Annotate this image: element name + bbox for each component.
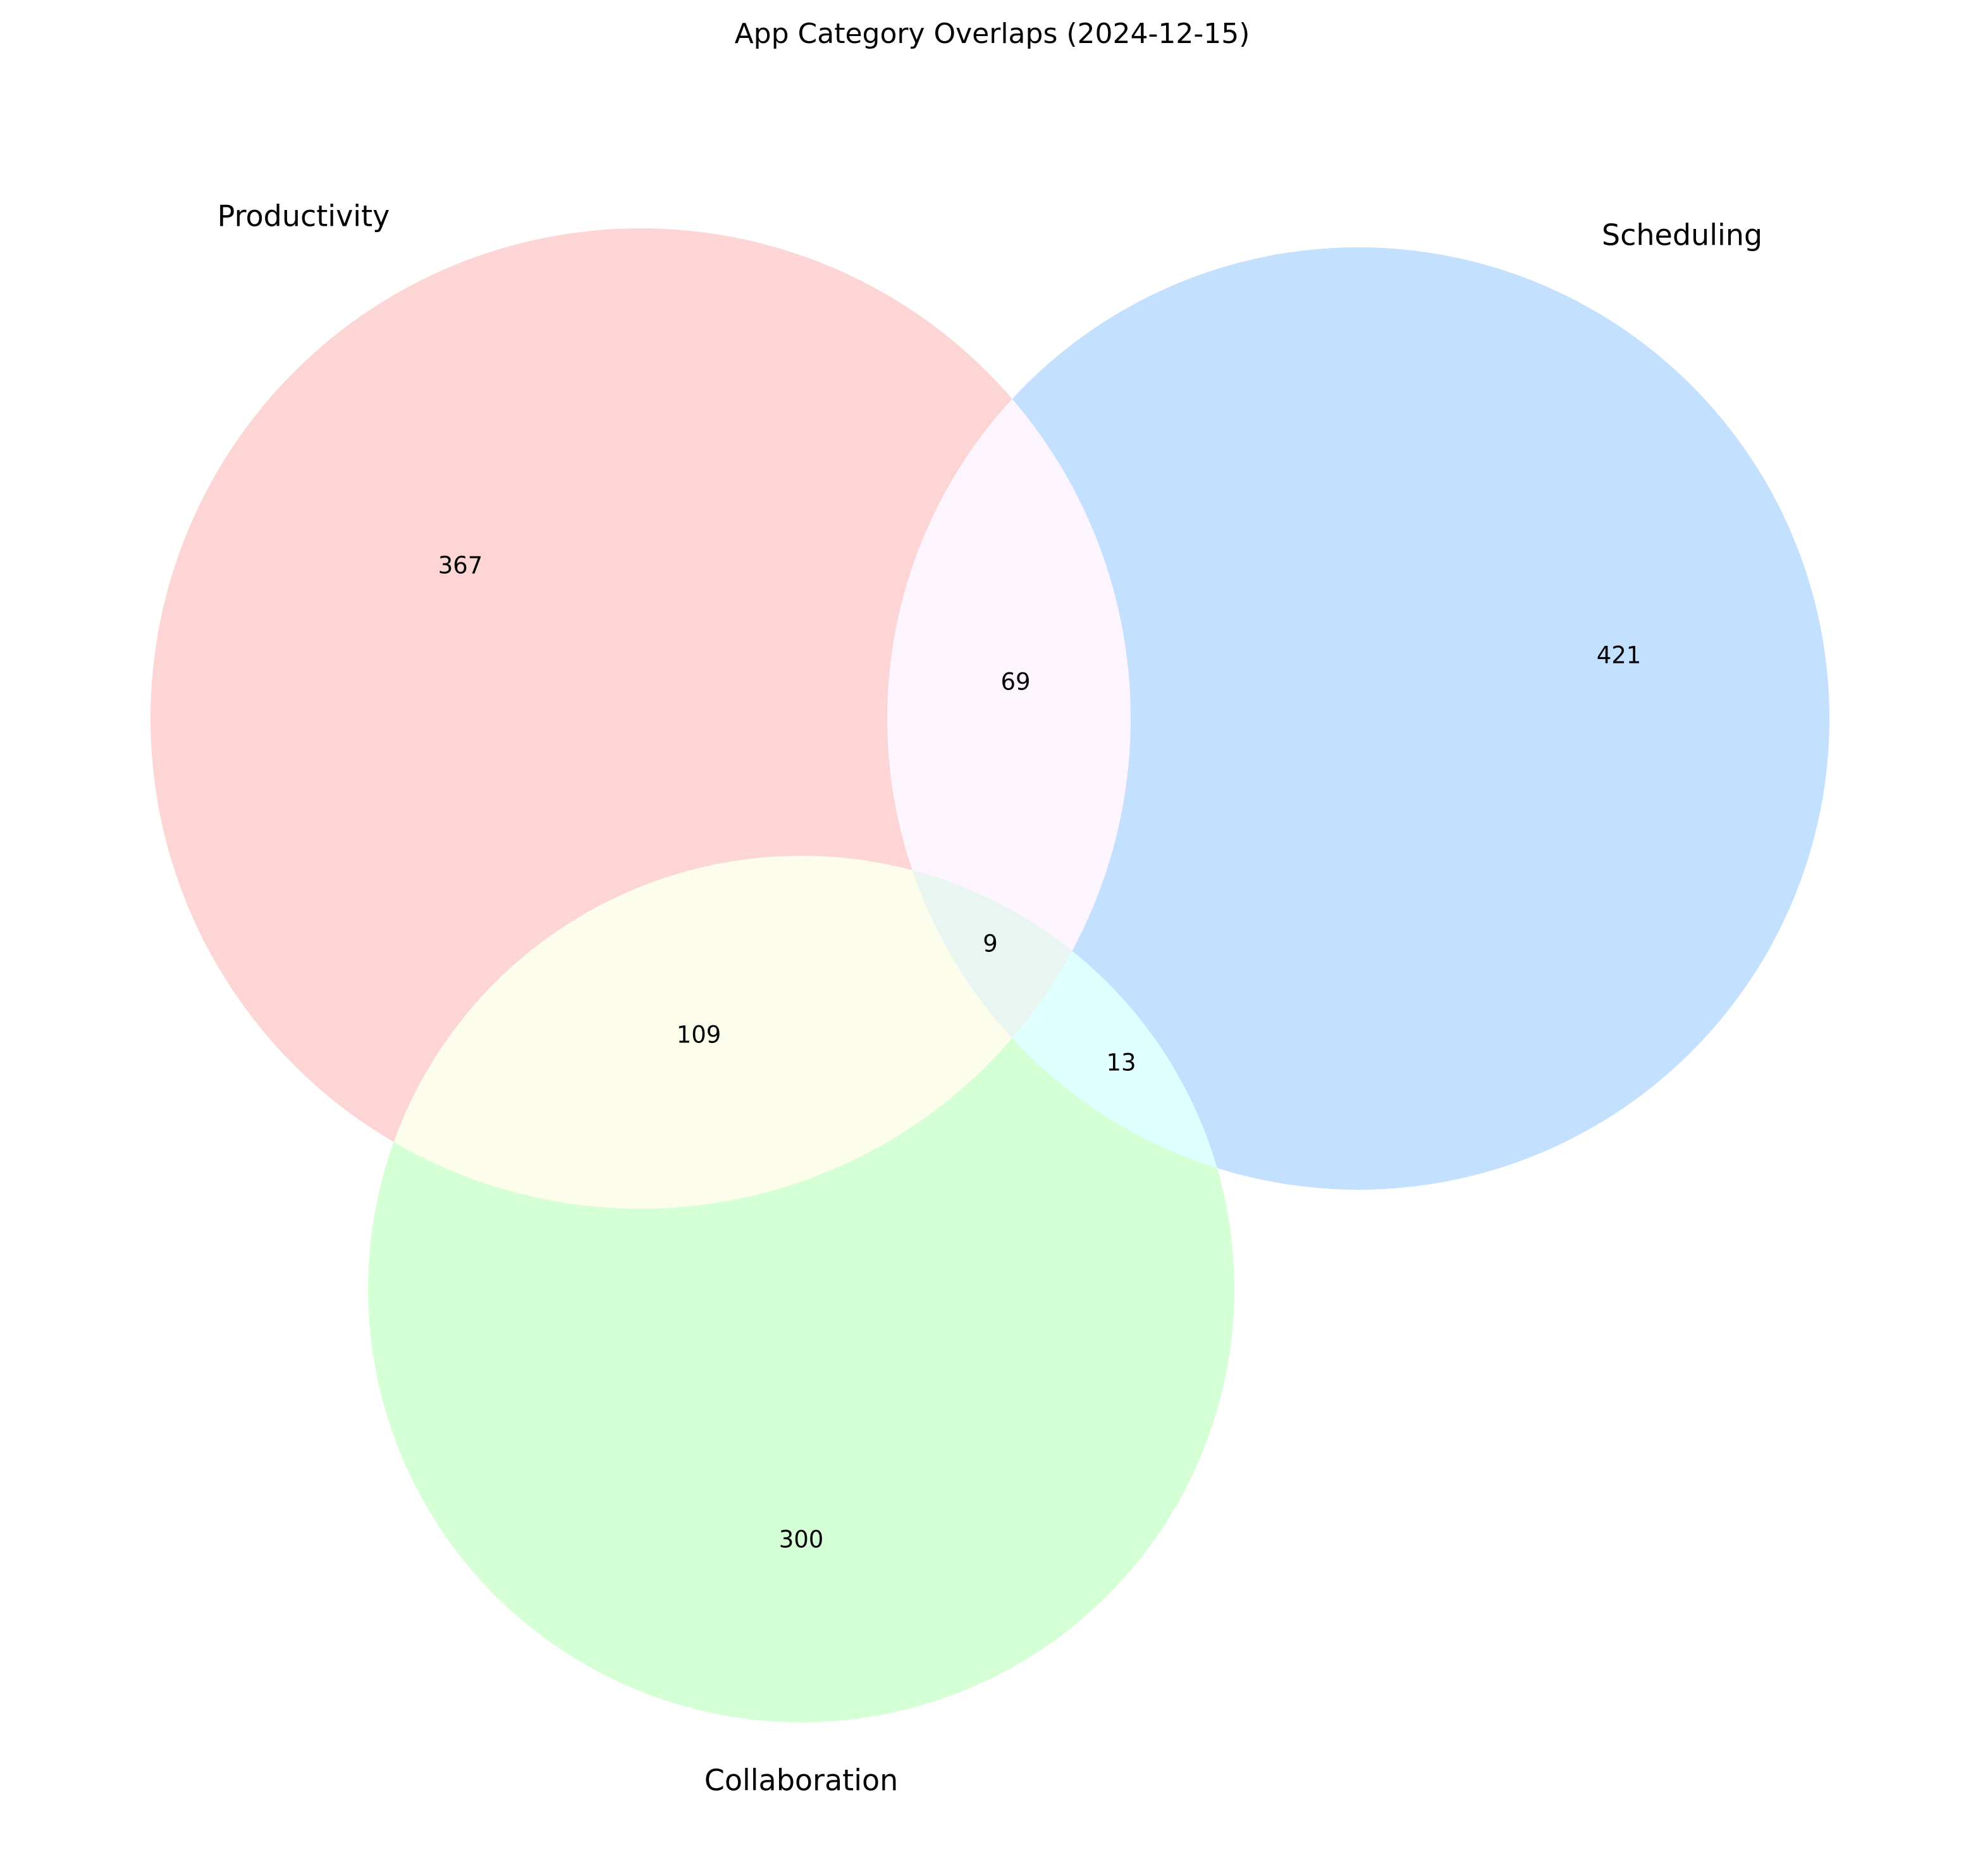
region-value-abc: 9 (983, 930, 998, 958)
set-label-productivity: Productivity (218, 199, 390, 233)
set-circle-scheduling (887, 247, 1829, 1190)
region-value-b: 421 (1597, 642, 1642, 669)
venn-regions (151, 228, 1829, 1722)
set-label-collaboration: Collaboration (704, 1763, 899, 1798)
chart-title: App Category Overlaps (2024-12-15) (735, 18, 1250, 50)
region-value-a: 367 (438, 552, 483, 579)
region-value-ac: 109 (677, 1021, 722, 1049)
region-value-c: 300 (779, 1526, 824, 1553)
region-value-ab: 69 (1000, 669, 1030, 696)
set-label-scheduling: Scheduling (1602, 218, 1762, 252)
venn-labels: Productivity Scheduling Collaboration 367 42… (218, 199, 1762, 1798)
region-value-bc: 13 (1106, 1049, 1136, 1077)
